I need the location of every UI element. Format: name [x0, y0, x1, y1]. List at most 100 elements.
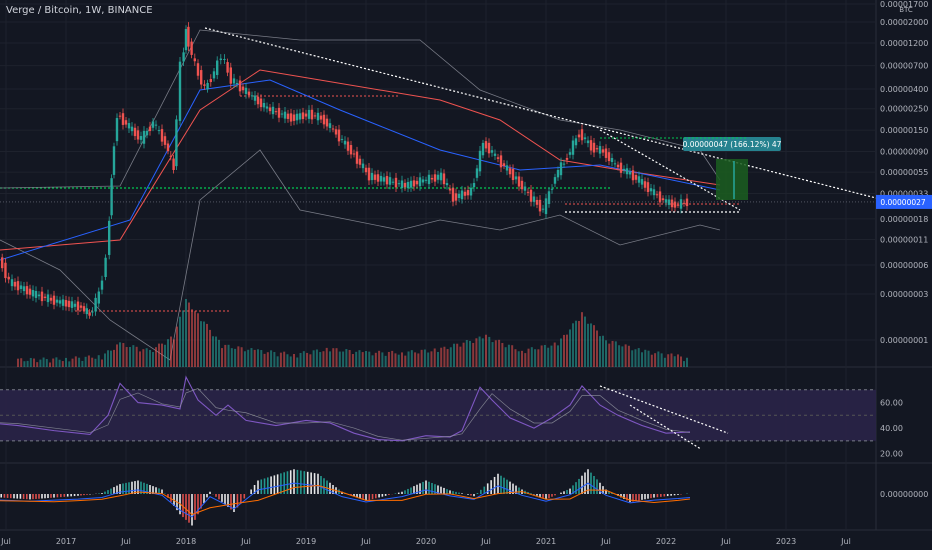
candle-body [85, 308, 88, 315]
candle-body [673, 201, 677, 208]
macd-histogram-bar [0, 494, 2, 498]
rsi-tick-label: 40.00 [880, 424, 903, 433]
macd-histogram-bar [182, 494, 184, 518]
candle-body [517, 176, 521, 187]
candle-body [379, 175, 383, 182]
candle-body [427, 174, 431, 185]
volume-bar [443, 346, 446, 367]
macd-histogram-bar [461, 493, 463, 494]
macd-histogram-bar [3, 494, 6, 498]
macd-histogram-bar [599, 482, 601, 494]
candle-body [421, 179, 425, 183]
candle-body [619, 162, 623, 173]
macd-signal-line [0, 484, 691, 516]
volume-bar [680, 356, 682, 367]
macd-histogram-bar [653, 494, 655, 498]
volume-bar [36, 362, 39, 367]
volume-bar [456, 343, 459, 367]
candle-body [373, 174, 377, 180]
candle-body [361, 163, 365, 169]
volume-bar [605, 340, 607, 367]
candle-body [82, 306, 86, 311]
candle-body [148, 126, 152, 132]
candle-body [61, 299, 65, 306]
macd-histogram-bar [677, 494, 679, 495]
volume-bar [381, 352, 384, 367]
macd-histogram-bar [303, 471, 306, 494]
macd-histogram-bar [554, 494, 556, 496]
candle-body [151, 121, 155, 128]
volume-bar [514, 349, 517, 367]
candle-body [219, 58, 222, 61]
candle-body [184, 29, 188, 51]
candle-body [298, 113, 302, 120]
macd-histogram-bar [476, 493, 479, 494]
macd-histogram-bar [365, 494, 367, 501]
volume-bar [299, 352, 302, 367]
candle-body [385, 175, 389, 185]
volume-bar [572, 323, 574, 367]
volume-bar [686, 357, 688, 367]
candle-body [394, 177, 398, 188]
macd-histogram-bar [545, 494, 547, 500]
candle-body [442, 173, 446, 185]
candle-body [104, 257, 107, 277]
macd-histogram-bar [650, 494, 652, 499]
volume-bar [634, 349, 637, 367]
macd-histogram-bar [509, 481, 511, 494]
macd-histogram-bar [131, 481, 133, 494]
volume-bar [627, 345, 630, 367]
candle-body [613, 163, 617, 165]
volume-bar [593, 325, 595, 367]
volume-bar [129, 346, 131, 367]
macd-histogram-bar [146, 483, 148, 494]
candle-body [679, 199, 683, 209]
volume-bar [87, 355, 90, 367]
candle-body [247, 91, 251, 96]
candle-body [610, 158, 614, 163]
candle-body [139, 136, 143, 140]
macd-histogram-bar [197, 494, 199, 515]
candle-body [280, 113, 284, 115]
candle-body [607, 152, 611, 162]
candle-body [400, 180, 404, 189]
candle-body [583, 137, 587, 140]
candle-body [631, 170, 635, 181]
volume-bar [621, 346, 624, 367]
candle-body [484, 141, 488, 149]
macd-histogram-bar [270, 476, 272, 494]
macd-histogram-bar [313, 473, 316, 494]
candle-body [433, 174, 437, 182]
macd-histogram-bar [404, 490, 406, 494]
volume-bar [358, 350, 361, 367]
macd-histogram-bar [191, 494, 193, 526]
volume-bar [283, 351, 286, 367]
volume-bar [657, 351, 660, 367]
volume-bar [260, 350, 263, 367]
macd-histogram-bar [137, 480, 139, 494]
macd-histogram-bar [608, 491, 610, 494]
price-tick-label: 0.00000250 [880, 105, 928, 114]
volume-bar [116, 344, 118, 367]
time-tick-label: 2023 [776, 537, 796, 546]
macd-histogram-bar [257, 480, 259, 494]
volume-bar [459, 346, 462, 367]
candle-body [682, 202, 686, 204]
candle-body [169, 155, 172, 157]
volume-bar [23, 361, 26, 367]
volume-bar [203, 321, 205, 367]
volume-bar [608, 343, 611, 367]
time-tick-label: Jul [480, 537, 491, 546]
volume-bar [309, 354, 312, 367]
rsi-line [0, 375, 691, 442]
macd-histogram-bar [536, 494, 538, 496]
macd-histogram-bar [22, 494, 25, 499]
macd-histogram-bar [273, 475, 276, 494]
volume-bar [276, 356, 279, 367]
macd-histogram-bar [60, 494, 62, 498]
candle-body [376, 174, 380, 182]
volume-bar [302, 351, 305, 367]
volume-bar [42, 357, 45, 367]
